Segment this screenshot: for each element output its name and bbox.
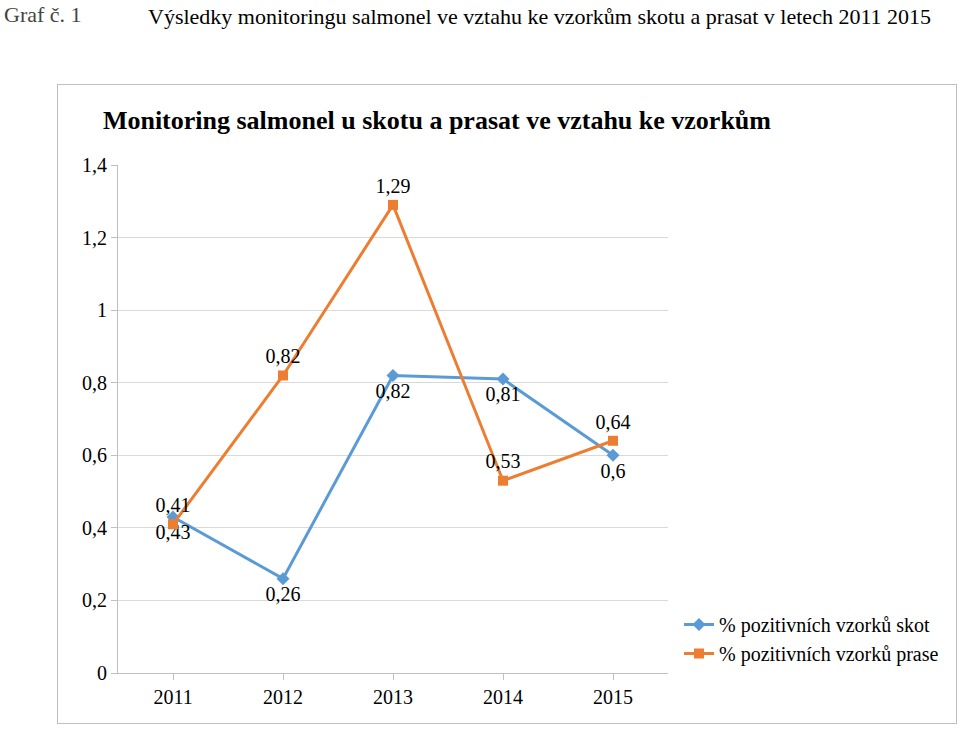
svg-text:0,4: 0,4 — [82, 517, 107, 539]
svg-text:2013: 2013 — [373, 686, 413, 708]
svg-text:1,2: 1,2 — [82, 227, 107, 249]
svg-text:2015: 2015 — [593, 686, 633, 708]
svg-text:1,29: 1,29 — [376, 175, 411, 197]
svg-text:0,8: 0,8 — [82, 372, 107, 394]
svg-text:0,53: 0,53 — [486, 450, 521, 472]
svg-text:0,2: 0,2 — [82, 589, 107, 611]
svg-text:2012: 2012 — [263, 686, 303, 708]
svg-text:0,6: 0,6 — [601, 460, 626, 482]
svg-text:0,43: 0,43 — [156, 521, 191, 543]
svg-text:0: 0 — [97, 662, 107, 684]
html-text:Graf č. 1: Graf č. 1 — [4, 2, 82, 27]
svg-text:2014: 2014 — [483, 686, 523, 708]
svg-text:% pozitivních vzorků skot: % pozitivních vzorků skot — [719, 614, 930, 637]
svg-text:0,64: 0,64 — [596, 411, 631, 433]
svg-text:0,82: 0,82 — [266, 345, 301, 367]
svg-text:Monitoring salmonel u skotu a: Monitoring salmonel u skotu a prasat ve … — [103, 106, 771, 135]
svg-text:0,26: 0,26 — [266, 583, 301, 605]
svg-text:0,6: 0,6 — [82, 444, 107, 466]
svg-text:0,41: 0,41 — [156, 494, 191, 516]
svg-text:1,4: 1,4 — [82, 154, 107, 176]
svg-text:1: 1 — [97, 299, 107, 321]
html-text:Výsledky monitoringu salmonel: Výsledky monitoringu salmonel ve vztahu … — [148, 4, 932, 29]
svg-text:% pozitivních vzorků prase: % pozitivních vzorků prase — [719, 643, 938, 666]
svg-text:0,81: 0,81 — [486, 383, 521, 405]
svg-text:0,82: 0,82 — [376, 380, 411, 402]
svg-text:2011: 2011 — [153, 686, 192, 708]
